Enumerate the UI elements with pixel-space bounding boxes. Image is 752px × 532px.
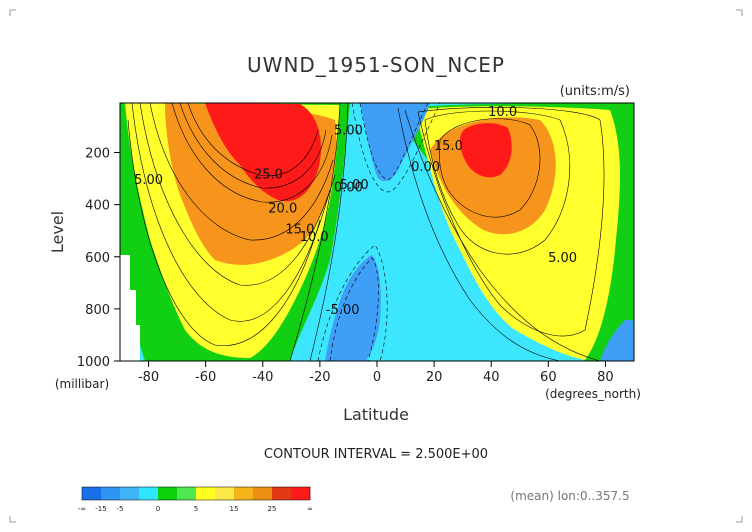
x-tick-label: -20 <box>309 370 330 385</box>
colorbar-swatch <box>120 487 140 500</box>
contour-interval-note: CONTOUR INTERVAL = 2.500E+00 <box>264 447 488 462</box>
left-red-core <box>205 103 321 202</box>
x-tick-label: 40 <box>483 370 500 385</box>
x-axis-title: Latitude <box>343 405 409 424</box>
contour-label: 0.00 <box>411 160 440 175</box>
right-red-core <box>459 123 512 178</box>
colorbar-swatch <box>291 487 311 500</box>
y-axis-ticks: 200 400 600 800 1000 <box>77 147 120 370</box>
colorbar-swatch <box>196 487 216 500</box>
colorbar-swatch <box>177 487 197 500</box>
x-tick-label: 60 <box>540 370 557 385</box>
colorbar-swatch <box>215 487 235 500</box>
y-tick-label: 400 <box>85 199 110 214</box>
contour-label: 10.0 <box>488 105 517 120</box>
colorbar-tick-label: 0 <box>156 505 160 513</box>
contour-label: 5.00 <box>334 123 363 138</box>
dashed-contours <box>317 103 441 361</box>
contour-label: 5.00 <box>340 178 369 193</box>
chart-title: UWND_1951-SON_NCEP <box>247 53 505 77</box>
colorbar-ticks: -∞ -15 -5 0 5 15 25 ∞ <box>78 505 313 513</box>
x-tick-label: 0 <box>373 370 381 385</box>
contour-label: 5.00 <box>548 251 577 266</box>
crop-marks <box>9 9 743 523</box>
contour-label: -5.00 <box>326 303 360 318</box>
x-tick-label: -60 <box>195 370 216 385</box>
x-axis-units: (degrees_north) <box>545 387 641 401</box>
contour-label: 25.0 <box>254 168 283 183</box>
colorbar-tick-label: 15 <box>230 505 239 513</box>
contour-labels: 10.015.00.005.005.000.0025.020.015.010.0… <box>134 105 577 318</box>
colorbar-swatch <box>234 487 254 500</box>
colorbar-frame <box>81 486 311 501</box>
x-tick-label: -40 <box>252 370 273 385</box>
contour-label: 5.00 <box>134 173 163 188</box>
colorbar-swatch <box>82 487 102 500</box>
lower-blue-patch <box>325 255 381 361</box>
colorbar-swatch <box>139 487 159 500</box>
colorbar-tick-label: ∞ <box>307 505 313 513</box>
contour-label: 0.00 <box>334 181 363 196</box>
x-axis-ticks: -80 -60 -40 -20 0 20 40 60 80 <box>138 361 614 385</box>
units-label: (units:m/s) <box>560 84 630 99</box>
y-tick-label: 800 <box>85 303 110 318</box>
y-tick-label: 1000 <box>77 355 110 370</box>
y-tick-label: 600 <box>85 251 110 266</box>
x-tick-label: 20 <box>426 370 443 385</box>
contour-field <box>120 103 634 361</box>
bottom-right-blue-patch <box>600 320 634 361</box>
white-missing-data <box>120 255 140 361</box>
colorbar-swatch <box>253 487 273 500</box>
colorbar-tick-label: -15 <box>95 505 106 513</box>
contour-label: 10.0 <box>300 230 329 245</box>
mean-note: (mean) lon:0..357.5 <box>510 489 629 503</box>
colorbar-tick-label: 5 <box>194 505 198 513</box>
top-blue-patch <box>360 103 430 182</box>
colorbar <box>81 486 311 501</box>
y-tick-label: 200 <box>85 147 110 162</box>
colorbar-swatch <box>272 487 292 500</box>
colorbar-swatch <box>101 487 121 500</box>
contour-label: 20.0 <box>268 201 297 216</box>
colorbar-tick-label: -∞ <box>78 505 86 513</box>
colorbar-tick-label: -5 <box>117 505 124 513</box>
contour-lines <box>127 103 605 361</box>
x-tick-label: -80 <box>138 370 159 385</box>
colorbar-swatch <box>158 487 178 500</box>
x-tick-label: 80 <box>597 370 614 385</box>
y-axis-units: (millibar) <box>55 377 109 391</box>
colorbar-tick-label: 25 <box>268 505 277 513</box>
contour-label: 15.0 <box>285 222 314 237</box>
y-axis-title: Level <box>48 211 67 253</box>
contour-label: 15.0 <box>434 139 463 154</box>
